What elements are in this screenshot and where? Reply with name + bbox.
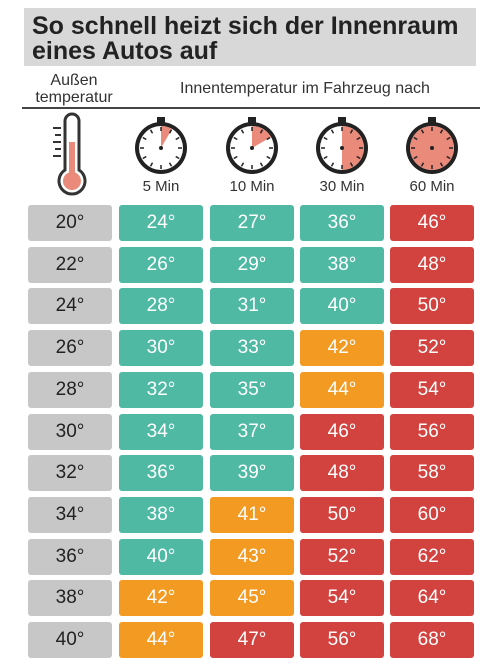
inside-temp-cell: 58° bbox=[390, 455, 474, 492]
inside-temp-cell: 47° bbox=[210, 622, 294, 658]
outside-temp-cell: 22° bbox=[28, 246, 112, 283]
inside-temp-cell: 26° bbox=[119, 246, 203, 283]
inside-temp-cell: 62° bbox=[390, 538, 474, 575]
outside-temp-cell: 28° bbox=[28, 371, 112, 408]
inside-temp-cell: 37° bbox=[210, 413, 294, 450]
inside-temp-cell: 40° bbox=[300, 288, 384, 325]
inside-temp-cell: 31° bbox=[210, 288, 294, 325]
inside-temp-cell: 54° bbox=[390, 371, 474, 408]
inside-temp-cell: 27° bbox=[210, 205, 294, 241]
clock-elapsed-fill bbox=[252, 126, 272, 148]
column-label: 60 Min bbox=[409, 178, 455, 195]
page-title-line-2: eines Autos auf bbox=[32, 37, 218, 65]
outside-temp-cell: 26° bbox=[28, 330, 112, 367]
inside-temp-cell: 52° bbox=[300, 538, 384, 575]
inside-temp-cell: 43° bbox=[210, 538, 294, 575]
inside-temp-cell: 46° bbox=[390, 205, 474, 241]
outside-temperature-header: Außen temperatur bbox=[22, 72, 126, 106]
inside-temp-cell: 60° bbox=[390, 496, 474, 533]
clock-elapsed-fill bbox=[342, 126, 364, 170]
inside-temp-cell: 34° bbox=[119, 413, 203, 450]
inside-temp-cell: 32° bbox=[119, 371, 203, 408]
inside-temp-cell: 68° bbox=[390, 622, 474, 658]
inside-temp-cell: 50° bbox=[300, 496, 384, 533]
inside-temp-cell: 42° bbox=[300, 330, 384, 367]
outside-temp-cell: 24° bbox=[28, 288, 112, 325]
inside-temperature-header: Innentemperatur im Fahrzeug nach bbox=[180, 80, 430, 97]
inside-temp-cell: 44° bbox=[300, 371, 384, 408]
inside-temp-cell: 40° bbox=[119, 538, 203, 575]
inside-temp-cell: 28° bbox=[119, 288, 203, 325]
title-box: So schnell heizt sich der Innenraum eine… bbox=[24, 8, 476, 66]
inside-temp-cell: 36° bbox=[119, 455, 203, 492]
clock-elapsed-fill bbox=[161, 126, 172, 148]
inside-temp-cell: 24° bbox=[119, 205, 203, 241]
inside-temp-cell: 56° bbox=[300, 622, 384, 658]
inside-temp-cell: 36° bbox=[300, 205, 384, 241]
outside-temp-cell: 32° bbox=[28, 455, 112, 492]
inside-temp-cell: 29° bbox=[210, 246, 294, 283]
inside-temp-cell: 35° bbox=[210, 371, 294, 408]
outside-temp-cell: 20° bbox=[28, 205, 112, 241]
outside-temp-cell: 36° bbox=[28, 538, 112, 575]
stopwatch-icon bbox=[226, 117, 278, 174]
inside-temp-cell: 52° bbox=[390, 330, 474, 367]
outside-header-line-1: Außen bbox=[50, 72, 98, 89]
column-label: 5 Min bbox=[142, 178, 180, 195]
inside-temp-cell: 54° bbox=[300, 580, 384, 617]
inside-temp-cell: 33° bbox=[210, 330, 294, 367]
inside-temp-cell: 64° bbox=[390, 580, 474, 617]
stopwatch-icon bbox=[316, 117, 368, 174]
inside-temp-cell: 44° bbox=[119, 622, 203, 658]
inside-temp-cell: 50° bbox=[390, 288, 474, 325]
inside-temp-cell: 48° bbox=[300, 455, 384, 492]
column-label: 30 Min bbox=[319, 178, 365, 195]
column-label: 10 Min bbox=[229, 178, 275, 195]
outside-temp-cell: 30° bbox=[28, 413, 112, 450]
inside-temp-cell: 38° bbox=[300, 246, 384, 283]
outside-temp-cell: 40° bbox=[28, 622, 112, 658]
inside-temp-cell: 39° bbox=[210, 455, 294, 492]
outside-temp-cell: 34° bbox=[28, 496, 112, 533]
outside-header-line-2: temperatur bbox=[35, 89, 113, 106]
inside-temp-cell: 48° bbox=[390, 246, 474, 283]
page-title-line-1: So schnell heizt sich der Innenraum bbox=[32, 12, 459, 40]
inside-temp-cell: 41° bbox=[210, 496, 294, 533]
thermometer-icon bbox=[53, 112, 87, 196]
inside-temp-cell: 30° bbox=[119, 330, 203, 367]
inside-temp-cell: 42° bbox=[119, 580, 203, 617]
header-divider bbox=[22, 107, 480, 109]
inside-temp-cell: 45° bbox=[210, 580, 294, 617]
inside-temp-cell: 46° bbox=[300, 413, 384, 450]
inside-temp-cell: 56° bbox=[390, 413, 474, 450]
stopwatch-icon bbox=[135, 117, 187, 174]
inside-temp-cell: 38° bbox=[119, 496, 203, 533]
stopwatch-icon bbox=[406, 117, 458, 174]
outside-temp-cell: 38° bbox=[28, 580, 112, 617]
